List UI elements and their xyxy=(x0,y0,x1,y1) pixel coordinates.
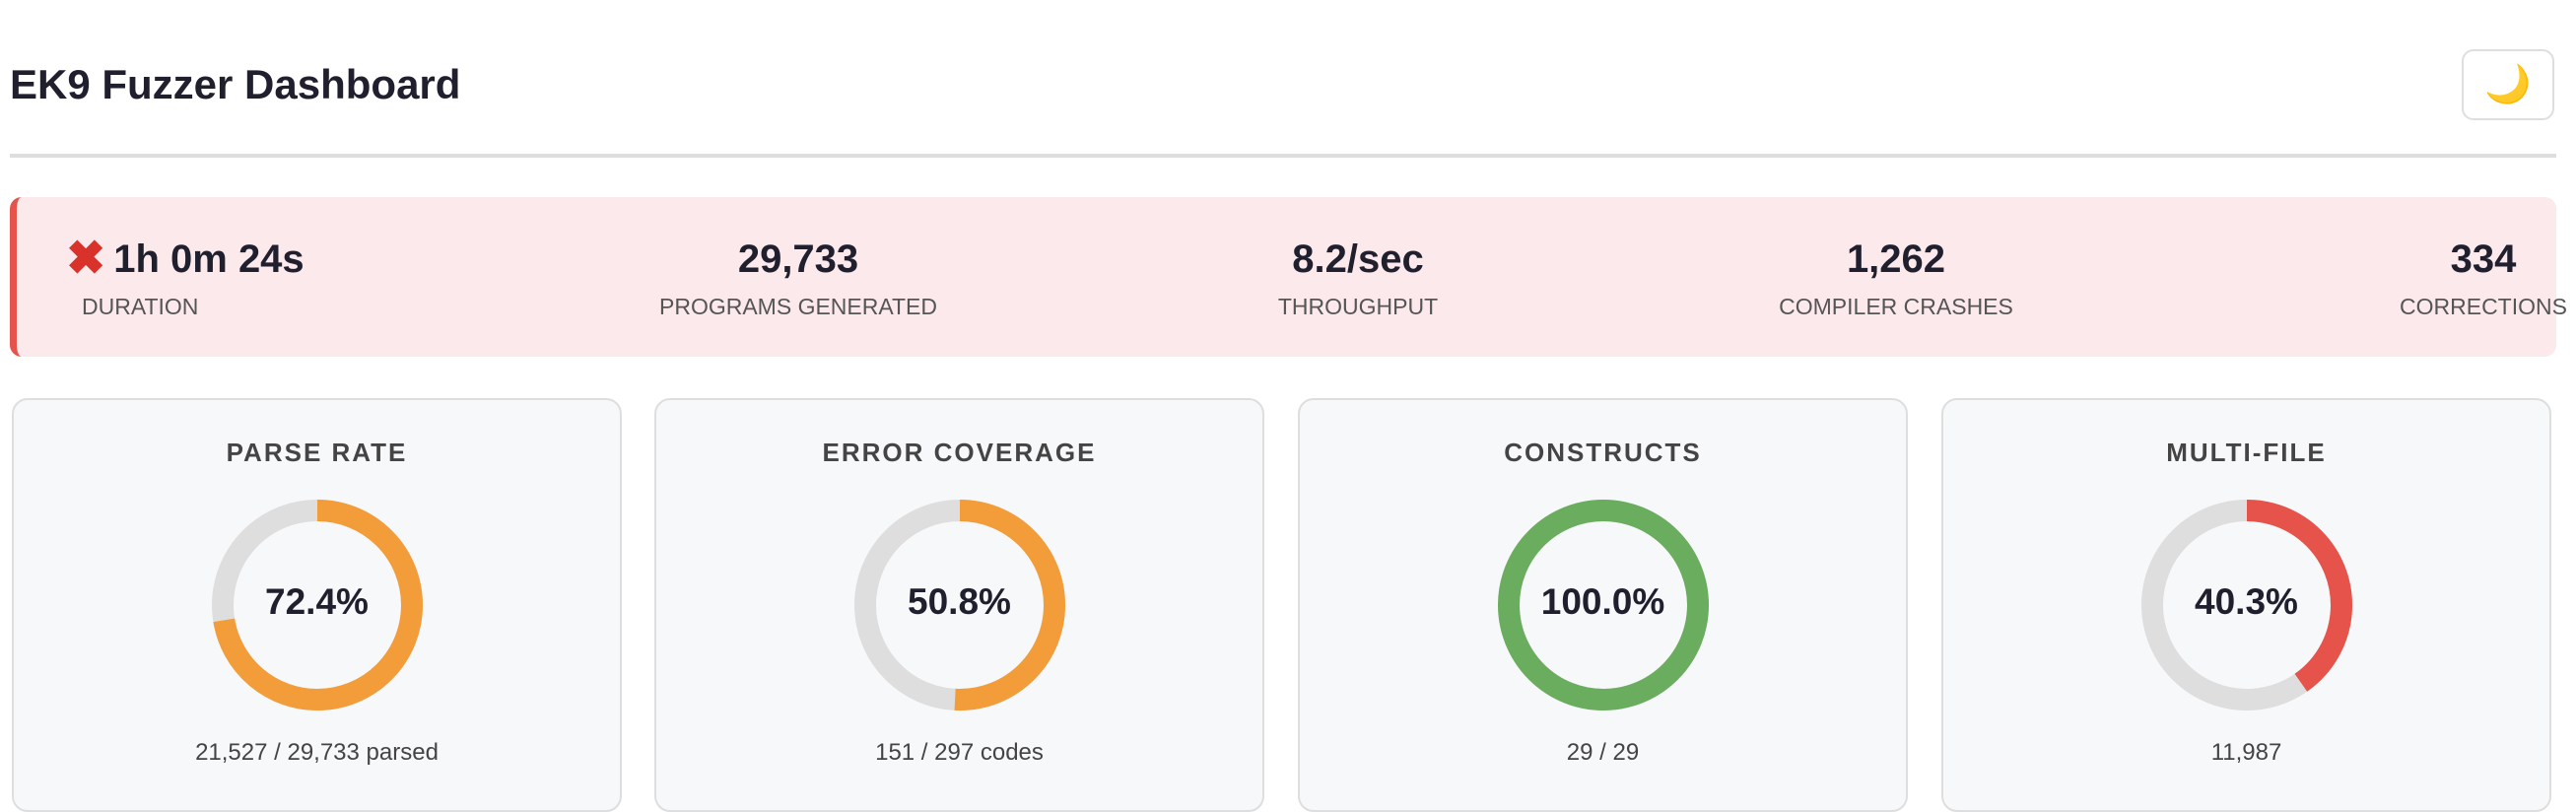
card-title: MULTI-FILE xyxy=(2166,438,2327,467)
ring-fill xyxy=(2141,500,2352,710)
stat-value: 8.2/sec xyxy=(1292,237,1424,281)
ring-fill xyxy=(854,500,1065,710)
metric-card-error-coverage: ERROR COVERAGE 50.8% 151 / 297 codes xyxy=(654,398,1264,812)
progress-ring xyxy=(854,500,1065,710)
stat-label: THROUGHPUT xyxy=(1277,294,1439,319)
header-divider xyxy=(10,154,2556,158)
stat-programs: 29,733 PROGRAMS GENERATED xyxy=(601,237,995,320)
stat-crashes: 1,262 COMPILER CRASHES xyxy=(1699,237,2093,320)
card-percent: 72.4% xyxy=(265,581,369,622)
stat-label: COMPILER CRASHES xyxy=(1779,294,2013,319)
metric-card-constructs: CONSTRUCTS 100.0% 29 / 29 xyxy=(1298,398,1908,812)
ring-fill xyxy=(212,500,423,710)
card-detail: 151 / 297 codes xyxy=(875,739,1044,766)
card-title: CONSTRUCTS xyxy=(1504,438,1702,467)
cross-mark-icon: ✖ xyxy=(66,233,106,285)
stat-value: 29,733 xyxy=(737,237,859,281)
progress-ring xyxy=(212,500,423,710)
summary-banner: ✖ 1h 0m 24s DURATION 29,733 PROGRAMS GENE… xyxy=(10,197,2567,357)
metric-card-multi-file: MULTI-FILE 40.3% 11,987 xyxy=(1941,398,2551,812)
card-detail: 21,527 / 29,733 parsed xyxy=(195,739,439,766)
stat-label: CORRECTIONS xyxy=(2400,294,2567,319)
stat-label: PROGRAMS GENERATED xyxy=(659,294,937,319)
card-percent: 50.8% xyxy=(908,581,1011,622)
stat-throughput: 8.2/sec THROUGHPUT xyxy=(1161,237,1555,320)
card-detail: 29 / 29 xyxy=(1566,739,1640,766)
ring-fill xyxy=(1498,500,1709,710)
stat-value: 1,262 xyxy=(1846,237,1946,281)
card-title: PARSE RATE xyxy=(226,438,408,467)
stat-value: 334 xyxy=(2450,237,2517,281)
moon-icon: 🌙 xyxy=(2484,64,2532,105)
stat-value: 1h 0m 24s xyxy=(113,237,305,281)
stat-label: DURATION xyxy=(82,294,199,319)
progress-ring xyxy=(2141,500,2352,710)
page-title: EK9 Fuzzer Dashboard xyxy=(10,61,461,107)
theme-toggle-button[interactable]: 🌙 xyxy=(2462,49,2554,120)
progress-ring xyxy=(1498,500,1709,710)
card-percent: 100.0% xyxy=(1540,581,1665,622)
metric-card-parse-rate: PARSE RATE 72.4% 21,527 / 29,733 parsed xyxy=(12,398,622,812)
card-title: ERROR COVERAGE xyxy=(822,438,1097,467)
card-percent: 40.3% xyxy=(2195,581,2298,622)
stat-corrections: 334 CORRECTIONS xyxy=(2336,237,2576,320)
card-detail: 11,987 xyxy=(2210,739,2282,766)
stat-duration: ✖ 1h 0m 24s DURATION xyxy=(66,236,305,320)
